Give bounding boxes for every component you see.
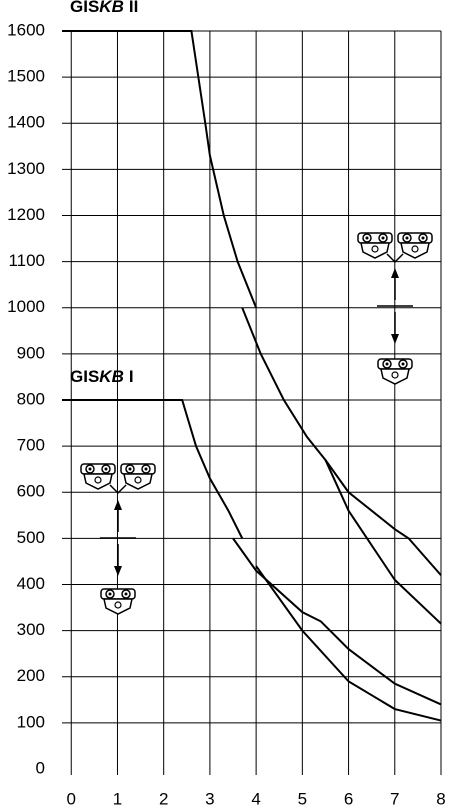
curve	[241, 307, 442, 576]
x-tick-label: 6	[344, 789, 353, 808]
curve	[62, 30, 258, 309]
plot: 0 100 200 300 400 500 600 700 800 900 1000 1100 1200…	[7, 0, 446, 808]
double-trolley-icon	[81, 464, 155, 493]
label-part: GIS	[70, 0, 99, 16]
label-part: KB	[99, 367, 124, 386]
arrows-icon	[99, 499, 137, 577]
curve	[232, 537, 442, 706]
curve	[62, 399, 244, 539]
x-tick-label: 3	[205, 789, 214, 808]
series-label: GISKB II	[70, 0, 138, 16]
y-tick-label: 0	[36, 758, 45, 777]
label-part: GIS	[70, 367, 99, 386]
x-tick-label: 2	[159, 789, 168, 808]
arrows-icon	[376, 267, 414, 345]
y-tick-label: 600	[17, 482, 45, 501]
y-tick-label: 400	[17, 574, 45, 593]
y-tick-label: 200	[17, 666, 45, 685]
y-tick-label: 900	[17, 343, 45, 362]
x-tick-label: 7	[390, 789, 399, 808]
y-tick-label: 300	[17, 620, 45, 639]
x-tick-label: 0	[67, 789, 76, 808]
y-tick-label: 1000	[7, 297, 45, 316]
y-tick-label: 1100	[8, 251, 45, 270]
y-tick-label: 1400	[7, 113, 45, 132]
y-tick-label: 1200	[7, 205, 45, 224]
label-part: I	[129, 367, 134, 386]
x-tick-label: 1	[113, 789, 122, 808]
series-label: GISKB I	[70, 367, 134, 386]
y-tick-label: 1500	[7, 67, 45, 86]
single-trolley-icon	[377, 358, 413, 385]
y-tick-label: 500	[17, 528, 45, 547]
single-trolley-icon	[100, 588, 136, 615]
y-tick-label: 1300	[7, 159, 45, 178]
curve	[324, 459, 442, 625]
y-tick-label: 800	[17, 389, 45, 408]
curve	[255, 565, 442, 722]
x-tick-label: 8	[436, 789, 445, 808]
label-part: KB	[99, 0, 124, 16]
y-tick-label: 1600	[7, 20, 45, 39]
x-tick-label: 5	[298, 789, 307, 808]
y-tick-label: 700	[17, 436, 45, 455]
x-tick-label: 4	[251, 789, 260, 808]
y-tick-label: 100	[17, 712, 45, 731]
label-part: II	[129, 0, 138, 16]
